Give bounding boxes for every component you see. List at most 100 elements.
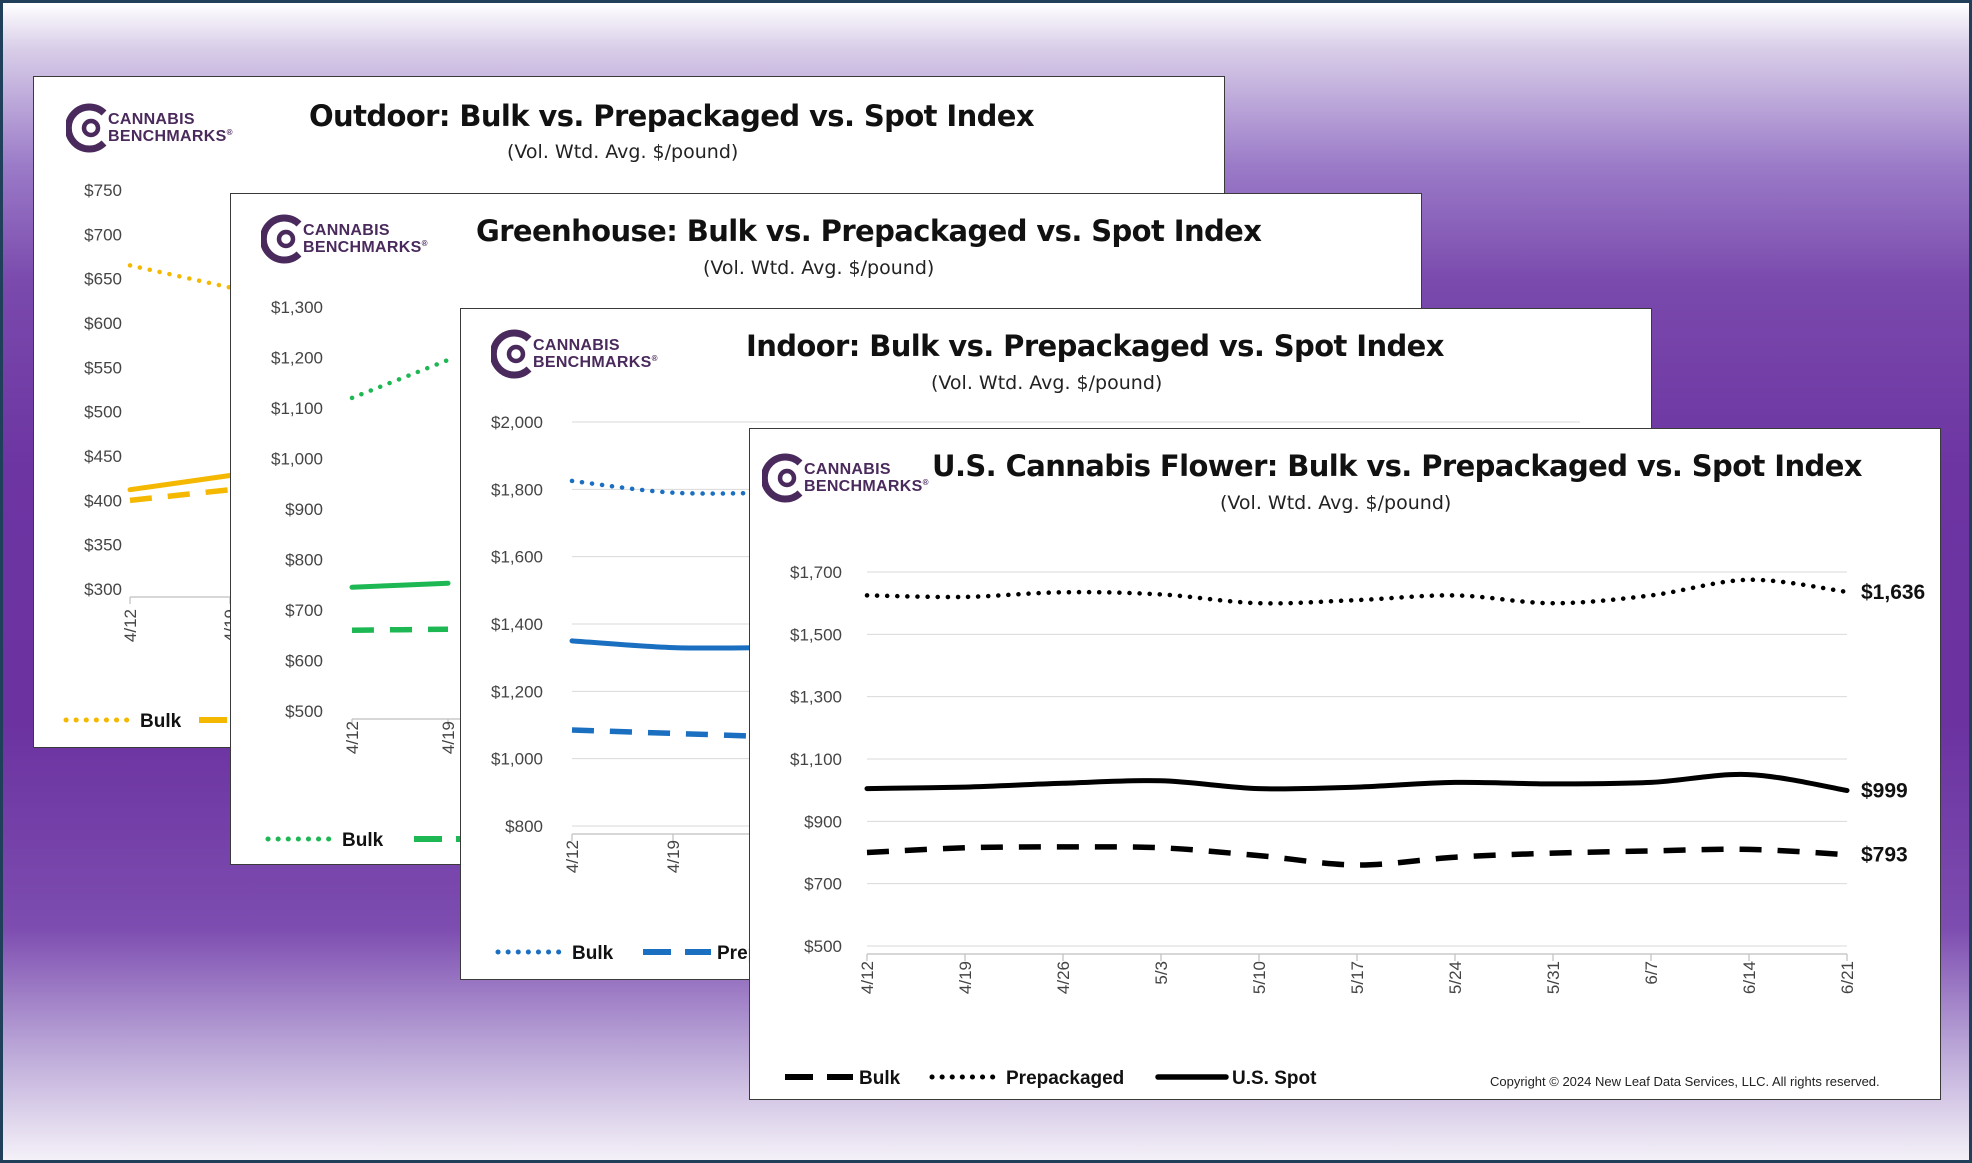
brand-registered-mark: ® bbox=[226, 128, 233, 137]
end-value-label: $1,636 bbox=[1861, 581, 1925, 604]
brand-c-icon bbox=[261, 214, 302, 264]
series-line-dashed bbox=[351, 626, 449, 633]
x-tick-label: 6/14 bbox=[1740, 961, 1759, 994]
y-tick-label: $500 bbox=[804, 937, 842, 956]
y-tick-label: $1,100 bbox=[271, 399, 323, 418]
y-tick-label: $500 bbox=[84, 403, 122, 422]
y-tick-label: $1,500 bbox=[790, 625, 842, 644]
y-tick-label: $350 bbox=[84, 536, 122, 555]
brand-line2: BENCHMARKS bbox=[303, 239, 422, 256]
copyright-notice: Copyright © 2024 New Leaf Data Services,… bbox=[1490, 1074, 1880, 1089]
series-line-solid bbox=[127, 473, 233, 493]
y-tick-label: $1,300 bbox=[271, 298, 323, 317]
y-tick-label: $550 bbox=[84, 358, 122, 377]
y-tick-label: $600 bbox=[285, 652, 323, 671]
series-line-solid bbox=[864, 771, 1850, 793]
x-tick-label: 4/12 bbox=[563, 840, 582, 873]
brand-c-icon bbox=[491, 329, 532, 379]
y-tick-label: $500 bbox=[285, 702, 323, 721]
series-line-dashed bbox=[129, 486, 231, 504]
y-tick-label: $450 bbox=[84, 447, 122, 466]
end-value-label: $999 bbox=[1861, 779, 1908, 802]
legend-label: U.S. Spot bbox=[1232, 1068, 1317, 1089]
y-tick-label: $800 bbox=[505, 817, 543, 836]
y-tick-label: $300 bbox=[84, 580, 122, 599]
x-tick-label: 4/12 bbox=[343, 721, 362, 754]
series-line-dotted bbox=[349, 357, 451, 401]
y-tick-label: $700 bbox=[804, 875, 842, 894]
x-tick-label: 5/10 bbox=[1250, 961, 1269, 994]
y-tick-label: $1,800 bbox=[491, 480, 543, 499]
series-line-dotted bbox=[127, 263, 233, 290]
x-tick-label: 5/24 bbox=[1446, 961, 1465, 994]
x-tick-label: 4/12 bbox=[858, 961, 877, 994]
brand-line2: BENCHMARKS bbox=[804, 478, 923, 495]
chart-title: Greenhouse: Bulk vs. Prepackaged vs. Spo… bbox=[476, 214, 1262, 248]
y-tick-label: $2,000 bbox=[491, 413, 543, 432]
brand-line2: BENCHMARKS bbox=[533, 354, 652, 371]
legend-label: Bulk bbox=[140, 711, 182, 732]
cannabis-benchmarks-logo: CANNABIS BENCHMARKS® bbox=[491, 329, 681, 379]
y-tick-label: $1,000 bbox=[271, 450, 323, 469]
chart-title: Outdoor: Bulk vs. Prepackaged vs. Spot I… bbox=[309, 99, 1035, 133]
y-tick-label: $1,300 bbox=[790, 688, 842, 707]
x-tick-label: 4/19 bbox=[664, 840, 683, 873]
brand-line2: BENCHMARKS bbox=[108, 128, 227, 145]
chart-subtitle: (Vol. Wtd. Avg. $/pound) bbox=[1220, 492, 1452, 514]
cannabis-benchmarks-logo: CANNABIS BENCHMARKS® bbox=[261, 214, 451, 264]
cannabis-benchmarks-logo: CANNABIS BENCHMARKS® bbox=[66, 103, 256, 153]
y-tick-label: $650 bbox=[84, 270, 122, 289]
us-chart-card: CANNABIS BENCHMARKS® U.S. Cannabis Flowe… bbox=[749, 428, 1941, 1100]
y-tick-label: $800 bbox=[285, 551, 323, 570]
series-line-solid bbox=[569, 638, 777, 651]
legend-label: Bulk bbox=[342, 830, 384, 851]
brand-c-icon bbox=[66, 103, 107, 153]
brand-c-icon bbox=[762, 453, 803, 503]
legend-label: Bulk bbox=[572, 943, 614, 964]
y-tick-label: $750 bbox=[84, 181, 122, 200]
y-tick-label: $1,200 bbox=[271, 349, 323, 368]
chart-title: U.S. Cannabis Flower: Bulk vs. Prepackag… bbox=[932, 449, 1862, 483]
x-tick-label: 5/31 bbox=[1544, 961, 1563, 994]
brand-line1: CANNABIS bbox=[108, 111, 195, 128]
y-tick-label: $1,000 bbox=[491, 750, 543, 769]
chart-subtitle: (Vol. Wtd. Avg. $/pound) bbox=[703, 257, 935, 279]
series-line-dashed bbox=[866, 844, 1848, 868]
cannabis-benchmarks-logo: CANNABIS BENCHMARKS® bbox=[762, 453, 952, 503]
x-tick-label: 5/17 bbox=[1348, 961, 1367, 994]
us-plot: $1,700 $1,500 $1,300 $1,100 $900 $700 $500 4/12… bbox=[785, 563, 1925, 1089]
series-line-dotted bbox=[569, 478, 777, 496]
brand-line1: CANNABIS bbox=[303, 222, 390, 239]
y-tick-label: $1,700 bbox=[790, 563, 842, 582]
brand-registered-mark: ® bbox=[421, 239, 428, 248]
brand-line1: CANNABIS bbox=[804, 461, 891, 478]
x-tick-label: 5/3 bbox=[1152, 961, 1171, 985]
y-tick-label: $700 bbox=[285, 601, 323, 620]
y-tick-label: $900 bbox=[285, 500, 323, 519]
legend-label: Prep bbox=[717, 943, 759, 964]
y-tick-label: $900 bbox=[804, 812, 842, 831]
chart-title: Indoor: Bulk vs. Prepackaged vs. Spot In… bbox=[746, 329, 1444, 363]
brand-registered-mark: ® bbox=[651, 354, 658, 363]
y-tick-label: $1,100 bbox=[790, 750, 842, 769]
end-value-label: $793 bbox=[1861, 844, 1908, 867]
legend-label: Prepackaged bbox=[1006, 1068, 1124, 1089]
x-tick-label: 6/21 bbox=[1838, 961, 1857, 994]
x-tick-label: 4/12 bbox=[121, 609, 140, 642]
y-tick-label: $400 bbox=[84, 491, 122, 510]
y-tick-label: $600 bbox=[84, 314, 122, 333]
brand-line1: CANNABIS bbox=[533, 337, 620, 354]
x-tick-label: 4/26 bbox=[1054, 961, 1073, 994]
chart-subtitle: (Vol. Wtd. Avg. $/pound) bbox=[931, 372, 1163, 394]
y-tick-label: $1,200 bbox=[491, 682, 543, 701]
x-tick-label: 6/7 bbox=[1642, 961, 1661, 985]
y-tick-label: $1,600 bbox=[491, 548, 543, 567]
brand-registered-mark: ® bbox=[922, 478, 929, 487]
y-tick-label: $700 bbox=[84, 225, 122, 244]
x-tick-label: 4/19 bbox=[439, 721, 458, 754]
series-line-dotted bbox=[864, 577, 1850, 606]
x-tick-label: 4/19 bbox=[956, 961, 975, 994]
legend-label: Bulk bbox=[859, 1068, 901, 1089]
series-line-solid bbox=[349, 580, 451, 590]
